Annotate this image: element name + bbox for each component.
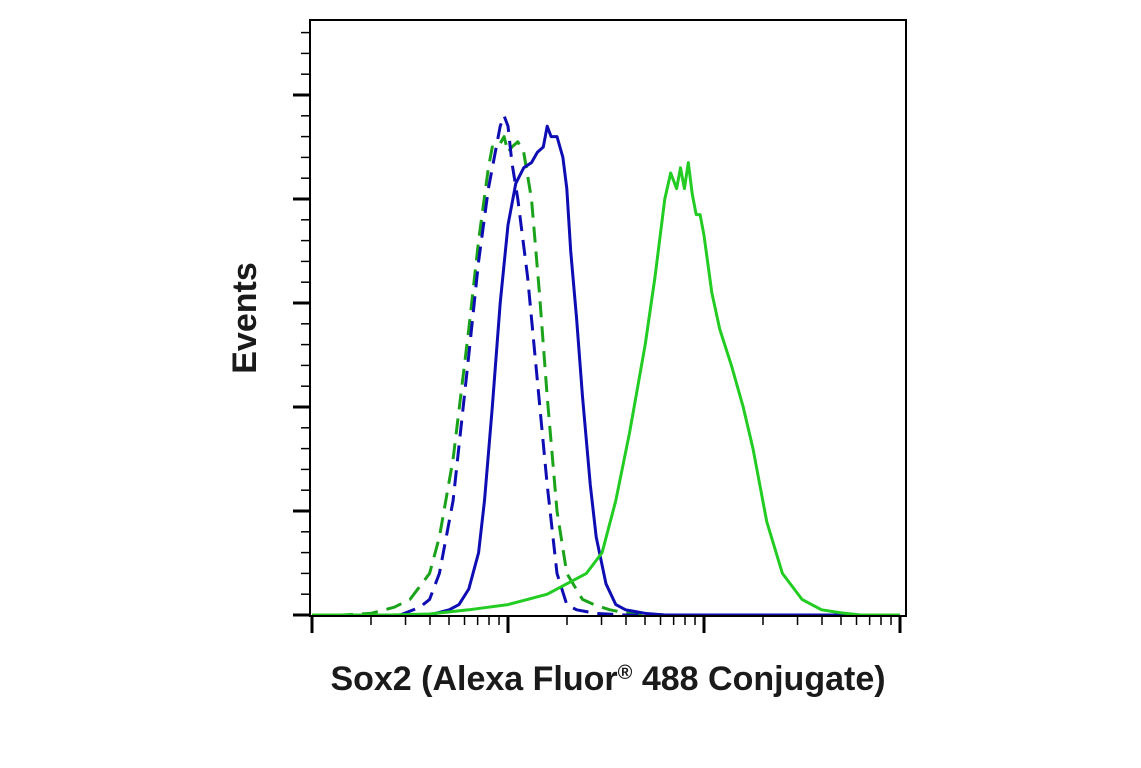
series-line-3 bbox=[429, 124, 900, 617]
series-line-4 bbox=[312, 161, 900, 617]
series-line-2 bbox=[399, 114, 900, 617]
histogram-series bbox=[312, 114, 900, 617]
plot-frame bbox=[309, 19, 907, 617]
x-axis-title: Sox2 (Alexa Fluor® 488 Conjugate) bbox=[330, 660, 885, 698]
axis-ticks bbox=[293, 31, 902, 633]
x-axis-title-suffix: 488 Conjugate) bbox=[632, 660, 885, 698]
y-axis-title: Events bbox=[226, 262, 264, 374]
x-axis-title-registered-mark: ® bbox=[618, 662, 633, 684]
x-axis-title-main: Sox2 (Alexa Fluor bbox=[330, 660, 617, 698]
